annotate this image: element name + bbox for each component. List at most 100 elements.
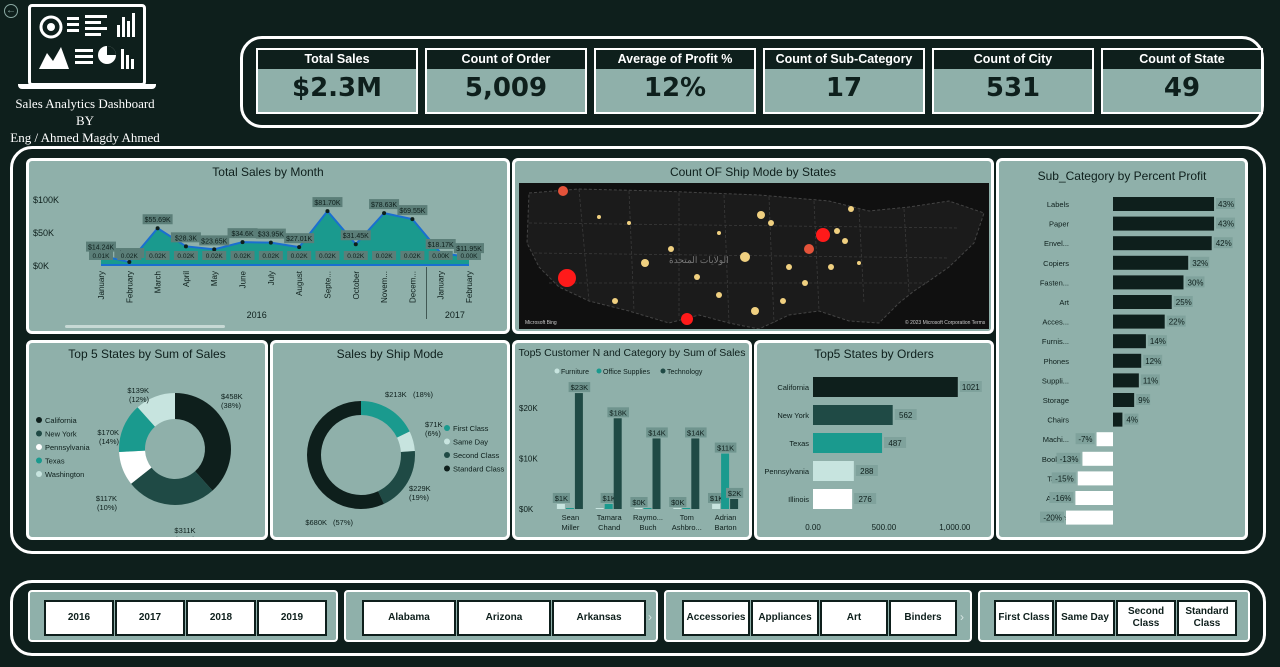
customers-legend-item[interactable]: Office Supplies [603,369,650,376]
subcat-bar[interactable] [1096,432,1113,447]
customers-bar[interactable] [652,438,661,509]
slicer-state-arkansas[interactable]: Arkansas [552,600,646,636]
map-dot[interactable] [816,228,830,242]
slicer-subcat-binders[interactable]: Binders [889,600,957,636]
subcat-bar[interactable] [1113,393,1135,407]
customers-bar[interactable] [565,508,574,509]
subcat-bar[interactable] [1113,216,1215,231]
customers-bar[interactable] [682,508,691,509]
states-sales-legend-item[interactable]: New York [45,430,77,439]
ship-mode-slice[interactable] [361,401,410,438]
customers-bar[interactable] [691,438,700,509]
customers-bar[interactable] [556,503,565,509]
customers-bar[interactable] [634,508,643,509]
ship-mode-slice[interactable] [307,401,384,509]
subcat-bar[interactable] [1077,471,1113,486]
panel-sales-by-ship-mode[interactable]: Sales by Ship Mode First Class Same Day Se… [270,340,510,540]
subcat-bar[interactable] [1075,491,1113,505]
map-dot[interactable] [612,298,618,304]
map-us-states[interactable]: الولايات المتحدة Microsoft Bing © 2023 M… [519,183,989,329]
subcat-bar[interactable] [1066,510,1113,525]
chart-subcategory-profit[interactable]: Labels 43% Paper 43% Envel... 42% Copiers 32% Fa… [999,193,1245,533]
map-dot[interactable] [716,292,722,298]
slicer-year-2018[interactable]: 2018 [186,600,256,636]
customers-bar[interactable] [595,508,604,509]
subcat-bar[interactable] [1113,255,1189,270]
panel-sales-by-month[interactable]: Total Sales by Month $100K $50K $0K $14.24K… [26,158,510,334]
slicer-ship-first-class[interactable]: First Class [994,600,1054,636]
ship-mode-legend-item[interactable]: First Class [453,424,489,433]
ship-mode-slice[interactable] [378,450,415,504]
month-scrollbar[interactable] [65,325,225,328]
customers-legend-item[interactable]: Technology [667,369,703,376]
kpi-card[interactable]: Average of Profit % 12% [594,48,756,114]
states-sales-slice[interactable] [119,450,152,484]
states-sales-slice[interactable] [137,393,175,427]
states-sales-slice[interactable] [119,407,155,453]
ship-mode-legend-item[interactable]: Standard Class [453,465,505,474]
back-arrow-icon[interactable]: ← [4,4,18,18]
kpi-card[interactable]: Count of Sub-Category 17 [763,48,925,114]
ship-mode-slice[interactable] [397,431,415,453]
month-point[interactable] [268,240,273,245]
subcat-bar[interactable] [1113,197,1215,211]
map-dot[interactable] [768,220,774,226]
month-point[interactable] [410,217,415,222]
chart-sales-by-month[interactable]: $100K$50K$0K$14.24K0.01KJanuary$4.52K0.0… [29,181,507,331]
map-dot[interactable] [786,264,792,270]
panel-ship-mode-map[interactable]: Count OF Ship Mode by States الولايات ال… [512,158,994,334]
slicer-subcat-appliances[interactable]: Appliances [751,600,819,636]
customers-bar[interactable] [712,503,721,509]
chart-states-sales-donut[interactable]: California New York Pennsylvania Texas Washi… [29,363,265,539]
slicer-year-2019[interactable]: 2019 [257,600,327,636]
month-point[interactable] [212,247,217,252]
states-sales-legend-item[interactable]: California [45,416,78,425]
map-dot[interactable] [857,261,861,265]
customers-bar[interactable] [604,503,613,509]
states-sales-slice[interactable] [131,467,213,505]
ship-mode-legend-item[interactable]: Same Day [453,438,488,447]
states-orders-bar[interactable] [813,433,883,453]
states-sales-legend-item[interactable]: Pennsylvania [45,443,90,452]
subcat-bar[interactable] [1113,353,1142,368]
panel-subcategory-profit[interactable]: Sub_Category by Percent Profit Labels 43%… [996,158,1248,540]
slicer-state-arizona[interactable]: Arizona [457,600,551,636]
subcat-bar[interactable] [1113,236,1212,251]
slicer-year-2016[interactable]: 2016 [44,600,114,636]
map-dot[interactable] [641,259,649,267]
slicer-ship-same-day[interactable]: Same Day [1055,600,1115,636]
map-dot[interactable] [717,231,721,235]
chart-top5-customers[interactable]: Furniture Office Supplies Technology $20K $1… [515,361,749,539]
map-dot[interactable] [834,228,840,234]
subcat-bar[interactable] [1113,314,1165,329]
customers-bar[interactable] [730,498,739,509]
subcat-bar[interactable] [1113,275,1184,290]
customers-bar[interactable] [574,393,583,509]
month-point[interactable] [127,260,132,265]
map-dot[interactable] [558,186,568,196]
month-point[interactable] [325,209,330,214]
subcat-bar[interactable] [1113,373,1139,388]
map-dot[interactable] [842,238,848,244]
month-point[interactable] [240,240,245,245]
map-dot[interactable] [597,215,601,219]
states-sales-legend-item[interactable]: Washington [45,470,84,479]
map-dot[interactable] [780,298,786,304]
subcat-bar[interactable] [1113,334,1146,349]
panel-top5-states-orders[interactable]: Top5 States by Orders California 1021 New … [754,340,994,540]
subcat-bar[interactable] [1082,451,1113,466]
states-orders-bar[interactable] [813,377,958,397]
slicer-ship-standard-class[interactable]: Standard Class [1177,600,1237,636]
states-orders-bar[interactable] [813,461,854,481]
map-dot[interactable] [668,246,674,252]
ship-mode-legend-item[interactable]: Second Class [453,451,500,460]
map-dot[interactable] [848,206,854,212]
map-dot[interactable] [751,307,759,315]
map-dot[interactable] [681,313,693,325]
map-dot[interactable] [627,221,631,225]
customers-bar[interactable] [721,453,730,509]
states-orders-bar[interactable] [813,489,853,509]
month-point[interactable] [297,245,302,250]
month-point[interactable] [382,211,387,216]
slicer-subcat-scroll-right-icon[interactable]: › [960,610,964,624]
